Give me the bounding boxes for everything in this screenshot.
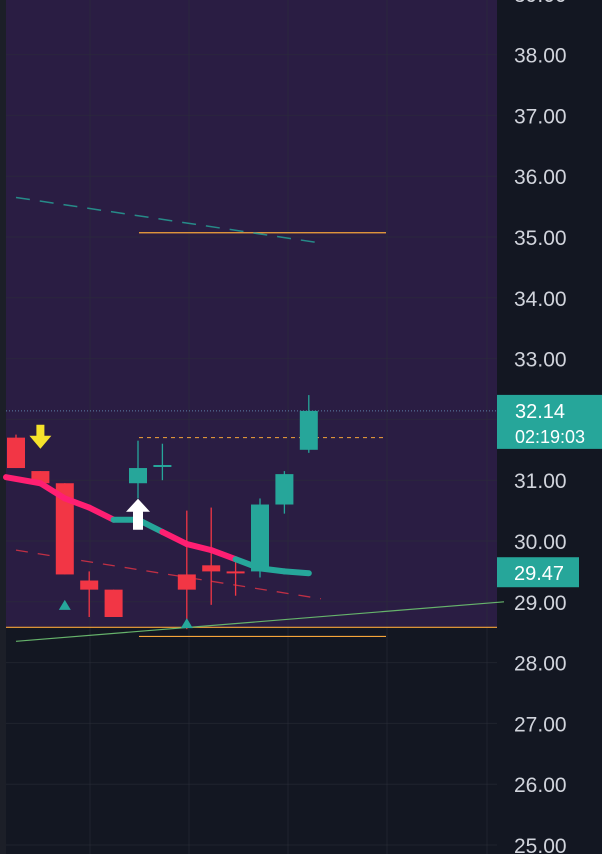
candle-body — [7, 437, 25, 469]
candle-body — [55, 483, 74, 575]
support-line — [15, 601, 505, 642]
current-price-badge — [497, 394, 602, 449]
y-tick-label: 30.00 — [514, 531, 567, 554]
candle-body — [251, 504, 269, 572]
candle[interactable] — [275, 471, 294, 514]
ma-segment — [208, 547, 239, 563]
triangle-up-icon — [58, 599, 71, 610]
ma-value: 29.47 — [514, 563, 564, 585]
candle[interactable] — [226, 562, 245, 596]
candle[interactable] — [202, 507, 221, 605]
candle[interactable] — [177, 510, 196, 630]
candle[interactable] — [153, 443, 172, 481]
y-tick-label: 29.00 — [514, 592, 567, 615]
signal-markers — [29, 424, 193, 629]
left-edge — [0, 0, 6, 854]
current-price-value: 32.14 — [515, 401, 565, 423]
dashed-trend-upper — [15, 196, 322, 244]
y-tick-label: 26.00 — [514, 774, 567, 797]
candle[interactable] — [7, 434, 25, 469]
ma-segment — [281, 568, 312, 577]
candle[interactable] — [129, 440, 147, 499]
horizontal-levels — [6, 232, 497, 638]
grid-lines — [6, 0, 497, 854]
candle-body — [104, 589, 123, 617]
y-tick-label: 33.00 — [514, 349, 567, 372]
y-tick-label: 35.00 — [514, 227, 567, 250]
y-tick-label: 34.00 — [514, 288, 567, 311]
y-tick-label: 39.00 — [514, 0, 567, 7]
moving-average — [3, 474, 312, 577]
candle[interactable] — [104, 589, 123, 617]
y-tick-label: 38.00 — [514, 45, 567, 68]
candle[interactable] — [80, 571, 99, 617]
ma-segment — [183, 541, 215, 554]
candle[interactable] — [299, 395, 318, 453]
triangle-up-icon — [180, 618, 193, 629]
ma-segment — [232, 556, 263, 572]
y-tick-label: 37.00 — [514, 105, 567, 128]
ma-segment — [61, 495, 93, 511]
y-tick-label: 31.00 — [514, 470, 567, 493]
countdown-timer: 02:19:03 — [515, 427, 585, 447]
candle[interactable] — [251, 498, 269, 578]
candle-body — [226, 571, 245, 574]
arrow-up-icon — [126, 498, 150, 530]
y-tick-label: 25.00 — [514, 835, 567, 854]
price-labels: 32.14 02:19:03 29.47 — [497, 394, 602, 588]
ma-segment — [86, 504, 117, 523]
candle-body — [202, 565, 221, 572]
ma-segment — [37, 480, 68, 502]
candle-body — [153, 465, 172, 467]
y-tick-label: 36.00 — [514, 166, 567, 189]
candle-body — [275, 474, 294, 505]
ma-value-badge — [497, 557, 579, 588]
y-tick-label: 28.00 — [514, 653, 567, 676]
y-tick-label: 27.00 — [514, 713, 567, 736]
candles[interactable] — [7, 395, 318, 630]
candle-body — [80, 580, 99, 590]
candle-body — [177, 574, 196, 590]
candle-body — [129, 468, 147, 484]
arrow-down-icon — [29, 424, 52, 449]
ma-segment — [159, 528, 190, 548]
ma-segment — [3, 474, 44, 487]
candle-body — [299, 410, 318, 450]
ma-segment — [257, 565, 288, 575]
